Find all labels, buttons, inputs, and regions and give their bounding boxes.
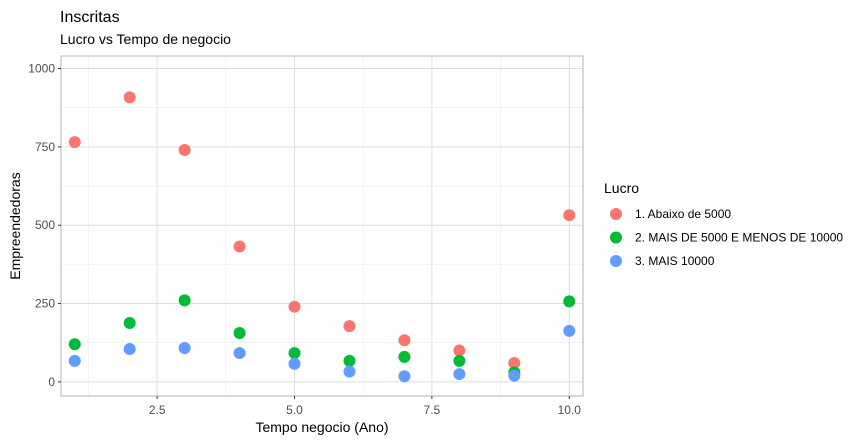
data-point-series-2: [178, 294, 191, 307]
data-point-series-1: [68, 136, 81, 149]
x-tick-label: 2.5: [149, 403, 166, 417]
data-point-series-3: [343, 365, 356, 378]
data-point-series-1: [123, 91, 136, 104]
data-point-series-1: [343, 320, 356, 333]
y-tick-label: 250: [35, 297, 55, 311]
data-point-series-2: [563, 295, 576, 308]
data-point-series-2: [68, 338, 81, 351]
chart-subtitle: Lucro vs Tempo de negocio: [60, 31, 231, 47]
legend-label-series-3: 3. MAIS 10000: [635, 254, 715, 268]
y-axis-label: Empreendedoras: [7, 172, 23, 279]
legend-label-series-2: 2. MAIS DE 5000 E MENOS DE 10000: [635, 231, 843, 245]
data-point-series-3: [288, 357, 301, 370]
data-point-series-1: [453, 344, 466, 357]
data-point-series-3: [453, 368, 466, 381]
data-point-series-3: [123, 342, 136, 355]
legend-key-series-1: [610, 208, 622, 220]
x-tick-label: 10.0: [558, 403, 582, 417]
data-point-series-3: [563, 324, 576, 337]
data-point-series-1: [233, 240, 246, 253]
data-point-series-3: [68, 354, 81, 367]
data-points: [68, 91, 576, 383]
grid-lines: [61, 56, 583, 396]
data-point-series-2: [123, 316, 136, 329]
y-tick-label: 500: [35, 218, 55, 232]
data-point-series-2: [288, 347, 301, 360]
data-point-series-1: [563, 209, 576, 222]
x-axis-ticks: 2.5 5.0 7.5 10.0: [149, 396, 581, 417]
data-point-series-1: [508, 357, 521, 370]
data-point-series-3: [178, 342, 191, 355]
y-tick-label: 0: [48, 375, 55, 389]
data-point-series-1: [288, 300, 301, 313]
x-tick-label: 5.0: [286, 403, 303, 417]
legend: Lucro 1. Abaixo de 5000 2. MAIS DE 5000 E…: [604, 180, 843, 268]
x-axis-label: Tempo negocio (Ano): [255, 419, 388, 435]
data-point-series-3: [233, 347, 246, 360]
data-point-series-1: [398, 334, 411, 347]
y-axis-ticks: 0 250 500 750 1000: [28, 62, 61, 389]
legend-key-series-2: [610, 231, 622, 244]
data-point-series-2: [453, 354, 466, 367]
data-point-series-3: [398, 370, 411, 383]
data-point-series-2: [233, 327, 246, 340]
x-tick-label: 7.5: [424, 403, 441, 417]
data-point-series-1: [178, 144, 191, 157]
data-point-series-3: [508, 369, 521, 382]
legend-title: Lucro: [604, 180, 639, 196]
chart-title: Inscritas: [60, 9, 120, 26]
legend-label-series-1: 1. Abaixo de 5000: [635, 207, 731, 221]
y-tick-label: 750: [35, 140, 55, 154]
data-point-series-2: [398, 350, 411, 363]
y-tick-label: 1000: [28, 62, 55, 76]
data-point-series-2: [343, 354, 356, 367]
plot-panel-border: [60, 55, 584, 397]
legend-key-series-3: [610, 255, 622, 267]
